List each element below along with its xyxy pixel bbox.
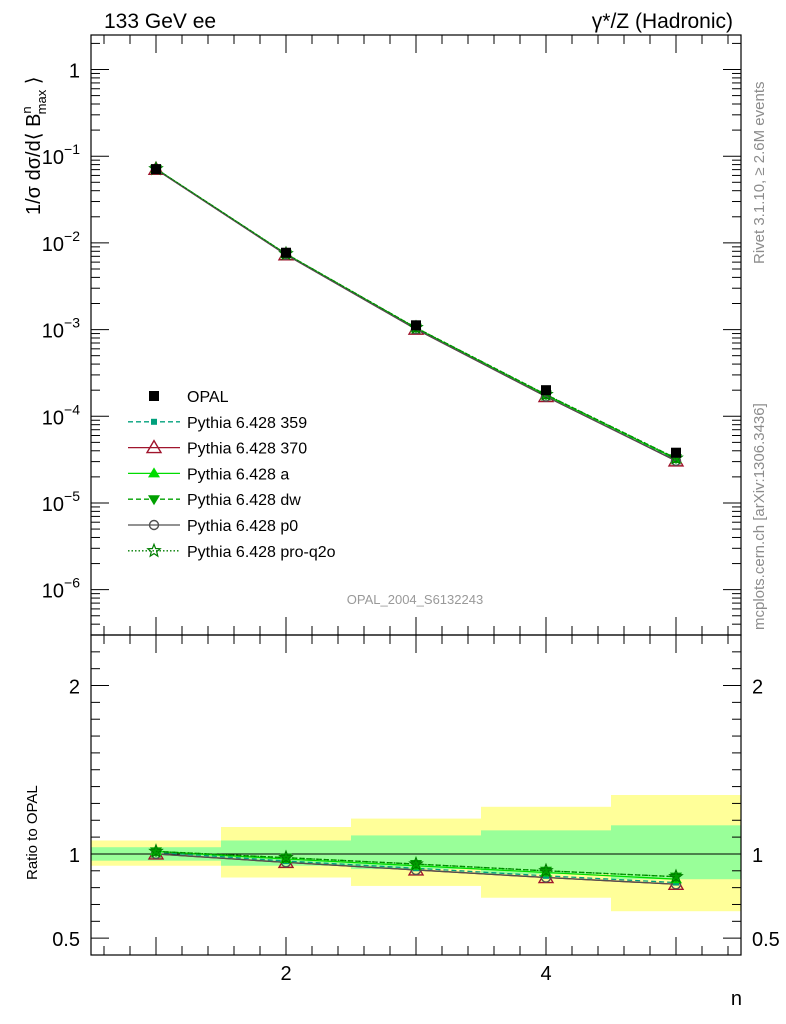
legend-marker bbox=[151, 418, 157, 425]
mcplots-label: mcplots.cern.ch [arXiv:1306.3436] bbox=[751, 403, 768, 630]
legend-entry-pythia-6-428-359: Pythia 6.428 359 bbox=[128, 415, 307, 432]
rivet-label: Rivet 3.1.10, ≥ 2.6M events bbox=[751, 82, 768, 265]
ratio-point-pythia-6-428-pro-q2o bbox=[538, 862, 554, 878]
point-opal bbox=[411, 320, 421, 331]
ratio-point-pythia-6-428-pro-q2o bbox=[408, 855, 424, 871]
watermark: OPAL_2004_S6132243 bbox=[347, 592, 483, 607]
legend-entry-opal: OPAL bbox=[149, 389, 229, 406]
y-tick-label: 1 bbox=[69, 60, 80, 82]
point-opal bbox=[671, 447, 681, 458]
point-opal bbox=[281, 247, 291, 258]
ratio-point-pythia-6-428-pro-q2o bbox=[668, 868, 684, 884]
ratio-line-pythia-6-428-pro-q2o bbox=[155, 850, 677, 878]
legend-marker bbox=[148, 467, 160, 478]
x-tick-label: 4 bbox=[540, 963, 551, 985]
ratio-point-pythia-6-428-dw bbox=[150, 847, 162, 858]
x-tick-label: 2 bbox=[280, 963, 291, 985]
y-tick-label: 10−2 bbox=[42, 228, 80, 256]
legend-marker bbox=[149, 391, 159, 401]
legend-label: Pythia 6.428 370 bbox=[187, 441, 307, 458]
y-tick-label: 10−5 bbox=[42, 488, 80, 516]
x-axis-label: n bbox=[731, 988, 742, 1010]
legend-entry-pythia-6-428-370: Pythia 6.428 370 bbox=[128, 439, 307, 458]
ratio-point-pythia-6-428-dw bbox=[540, 866, 552, 877]
ratio-point-pythia-6-428-pro-q2o bbox=[278, 849, 294, 865]
ratio-y-tick-label-right: 2 bbox=[752, 677, 763, 699]
legend-entry-pythia-6-428-dw: Pythia 6.428 dw bbox=[128, 492, 301, 509]
main-y-axis-label: 1/σ dσ/d⟨ Bnmax ⟩ bbox=[19, 76, 49, 215]
legend-label: OPAL bbox=[187, 389, 229, 406]
legend-marker bbox=[148, 519, 160, 531]
legend-label: Pythia 6.428 359 bbox=[187, 415, 307, 432]
ratio-panel: 2 4 0.5 0.5 1 1 2 2 bbox=[52, 634, 780, 985]
point-opal bbox=[151, 164, 161, 175]
legend-label: Pythia 6.428 a bbox=[187, 466, 289, 483]
point-opal bbox=[541, 385, 551, 396]
ratio-point-pythia-6-428-pro-q2o bbox=[148, 843, 164, 859]
ratio-y-tick-label: 2 bbox=[69, 677, 80, 699]
ratio-point-pythia-6-428-dw bbox=[410, 860, 422, 871]
legend: OPAL Pythia 6.428 359 Pythia 6.428 370 Pyth… bbox=[128, 389, 336, 561]
ratio-y-tick-label-right: 1 bbox=[752, 845, 763, 867]
ratio-y-tick-label-right: 0.5 bbox=[752, 929, 780, 951]
legend-marker bbox=[148, 495, 160, 506]
ratio-y-tick-label: 0.5 bbox=[52, 929, 80, 951]
legend-label: Pythia 6.428 dw bbox=[187, 492, 301, 509]
y-tick-label: 10−4 bbox=[42, 401, 80, 429]
legend-entry-pythia-6-428-pro-q2o: Pythia 6.428 pro-q2o bbox=[128, 542, 336, 561]
y-tick-label: 10−6 bbox=[42, 575, 80, 603]
header-right-title: γ*/Z (Hadronic) bbox=[592, 10, 733, 33]
y-tick-label: 10−3 bbox=[42, 315, 80, 343]
ratio-frame bbox=[90, 634, 742, 956]
legend-marker bbox=[146, 542, 162, 558]
legend-entry-pythia-6-428-p0: Pythia 6.428 p0 bbox=[128, 518, 298, 535]
header-left-title: 133 GeV ee bbox=[104, 10, 216, 33]
main-panel: 1 10−1 10−2 10−3 10−4 10−5 10−6 bbox=[42, 34, 742, 955]
ratio-y-tick-label: 1 bbox=[69, 845, 80, 867]
ratio-point-pythia-6-428-dw bbox=[670, 872, 682, 883]
ratio-point-pythia-6-428-dw bbox=[280, 853, 292, 864]
legend-label: Pythia 6.428 pro-q2o bbox=[187, 544, 336, 561]
ratio-y-axis-label: Ratio to OPAL bbox=[24, 785, 41, 880]
legend-entry-pythia-6-428-a: Pythia 6.428 a bbox=[128, 466, 289, 483]
legend-label: Pythia 6.428 p0 bbox=[187, 518, 298, 535]
y-tick-label: 10−1 bbox=[42, 141, 80, 169]
legend-marker bbox=[145, 439, 163, 454]
